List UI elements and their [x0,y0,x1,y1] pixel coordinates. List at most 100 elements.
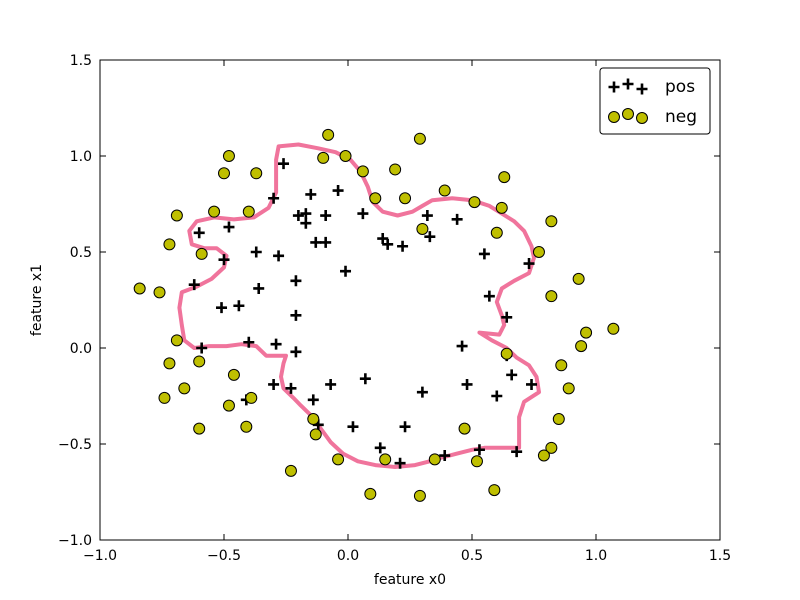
neg-point [245,391,258,404]
pos-point [374,442,386,454]
pos-point [382,238,394,250]
pos-point [305,188,317,200]
neg-point [356,165,369,178]
y-tick-label: −0.5 [58,437,92,453]
neg-point [498,171,511,184]
pos-point [292,210,304,222]
pos-point [193,227,205,239]
pos-point [223,221,235,233]
pos-point [347,421,359,433]
neg-point [468,196,481,209]
pos-point [268,192,280,204]
neg-point [470,455,483,468]
neg-point [227,368,240,381]
legend-marker-neg [636,112,648,124]
neg-point [562,382,575,395]
neg-point [413,489,426,502]
pos-point [320,236,332,248]
pos-point [416,386,428,398]
axis-ticks: −1.0 −0.5 0.0 0.5 1.0 1.5 −1.0 −0.5 0.0 0.5 1.0 1.5 [58,53,731,564]
neg-point [537,449,550,462]
neg-point [545,441,558,454]
pos-point [250,246,262,258]
pos-point [307,394,319,406]
pos-point [357,208,369,220]
plot-frame [99,59,721,541]
pos-point [290,309,302,321]
neg-point [545,215,558,228]
neg-point [339,150,352,162]
pos-point [290,275,302,287]
y-tick-label: −1.0 [58,533,92,549]
x-tick-label: 1.0 [585,548,607,564]
pos-point [451,213,463,225]
pos-point [506,369,518,381]
legend-item-pos [608,78,648,95]
pos-point [300,208,312,220]
legend-marker-pos [622,78,634,90]
neg-point [170,209,183,222]
legend-marker-pos [636,83,648,95]
neg-point [284,464,297,477]
pos-point [332,185,344,197]
y-tick-label: 1.5 [70,53,92,69]
x-tick-label: −1.0 [83,548,117,564]
pos-point [233,300,245,312]
neg-point [607,322,620,335]
pos-point [300,217,312,229]
neg-point [250,167,263,180]
neg-point [309,428,322,441]
legend-item-neg [608,108,648,124]
pos-point [424,231,436,243]
neg-point [580,326,593,339]
pos-point [359,373,371,385]
neg-point [322,128,335,141]
pos-point [268,378,280,390]
neg-point [545,290,558,303]
neg-point [428,453,441,466]
neg-point [218,167,230,180]
legend-label-pos: pos [665,77,695,97]
legend-marker-neg [608,111,620,123]
neg-point [195,247,208,260]
neg-point [332,453,345,466]
neg-point [170,334,183,347]
neg-point [364,487,377,500]
pos-point [310,236,322,248]
pos-point [526,378,538,390]
neg-point [208,205,221,218]
neg-point [222,399,235,412]
x-tick-label: 0.0 [337,548,359,564]
pos-point [394,457,406,469]
pos-point [397,240,409,252]
neg-point [379,453,392,466]
pos-point [270,338,282,350]
pos-point [473,444,485,456]
neg-point [389,163,402,176]
legend-marker-neg [622,108,634,120]
pos-point [320,210,332,222]
y-tick-label: 0.5 [70,245,92,261]
neg-point [178,382,191,395]
neg-point [438,184,451,197]
y-tick-label: 1.0 [70,149,92,165]
pos-point [216,302,228,314]
neg-point [575,340,588,353]
pos-point [243,336,255,348]
legend: pos neg [599,67,711,135]
pos-point [325,378,337,390]
neg-point [490,226,503,239]
pos-point [523,258,535,270]
y-axis-label: feature x1 [29,264,45,336]
neg-point [240,420,253,433]
pos-point [273,250,285,262]
neg-point [158,391,171,404]
x-tick-label: 0.5 [461,548,483,564]
neg-point [222,150,235,162]
neg-point [153,286,166,299]
neg-point [413,132,426,145]
legend-label-neg: neg [665,107,697,127]
pos-point [196,342,208,354]
neg-point [500,347,513,360]
pos-point [377,233,389,245]
